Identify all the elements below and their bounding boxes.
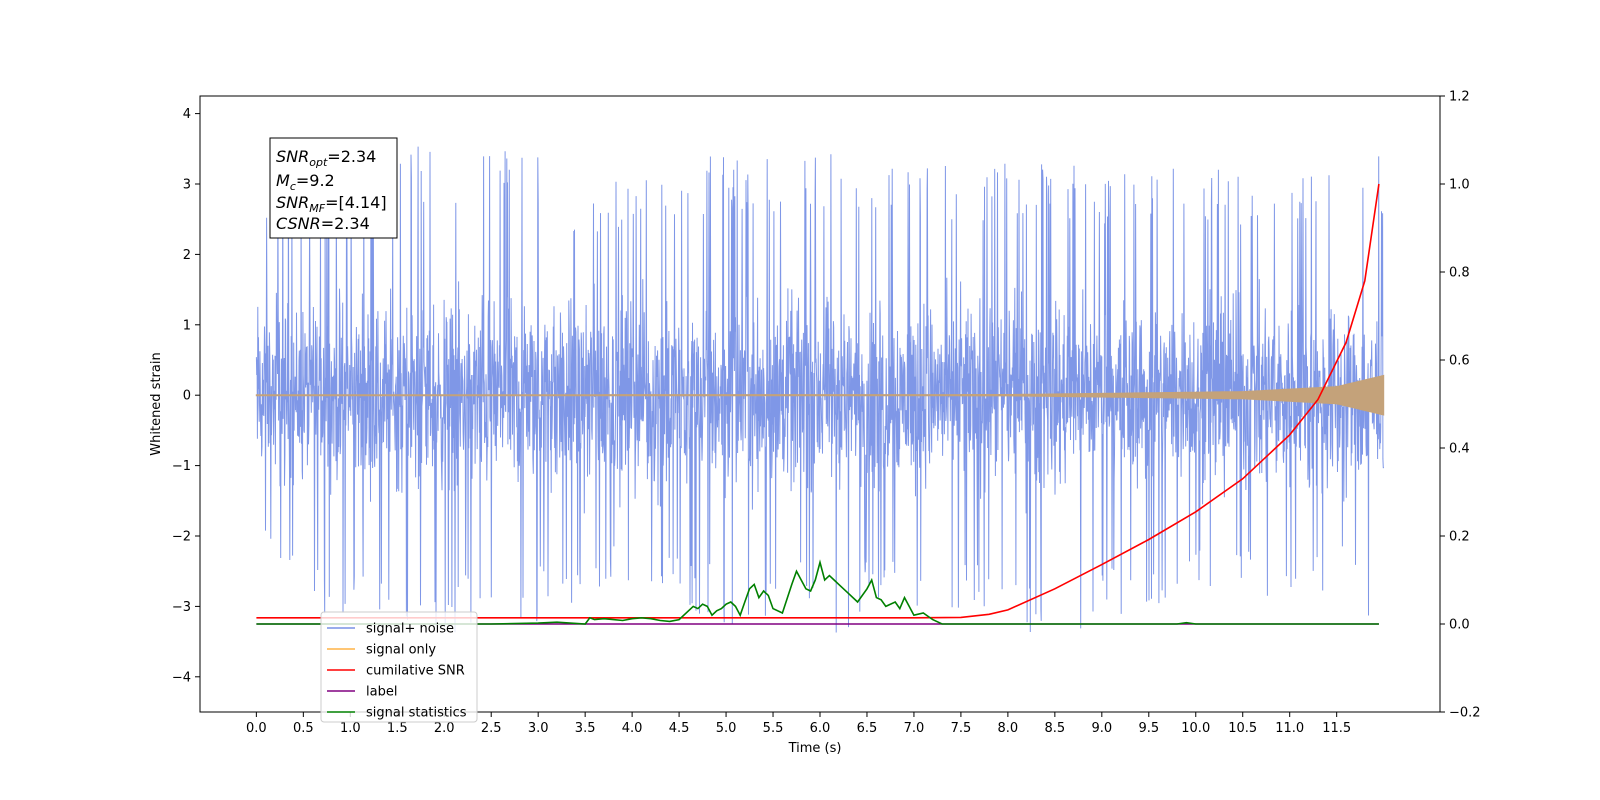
y-tick-label: 3 [183,178,191,193]
y-tick-label: 4 [183,107,191,122]
x-tick-label: 3.5 [575,721,596,736]
x-axis: 0.0 0.5 1.0 1.5 2.0 2.5 3.0 3.5 4.0 4.5 5.0 5.5 6.0 6… [246,712,1351,736]
x-tick-label: 5.5 [763,721,784,736]
series-signal-statistics-line [256,559,1379,625]
legend: signal+ noise signal only cumilative SNR la… [320,611,478,723]
y-tick-label: −1 [172,459,191,474]
y2-tick-label: 0.0 [1449,618,1470,633]
y-tick-label: 2 [183,248,191,263]
x-tick-label: 5.0 [716,721,737,736]
x-tick-label: 0.5 [293,721,314,736]
annotation-snr-opt: SNRopt=2.34 [276,147,376,169]
y-axis-right: 1.2 1.0 0.8 0.6 0.4 0.2 0.0 −0.2 [1440,90,1481,721]
x-tick-label: 2.5 [481,721,502,736]
x-tick-label: 8.0 [998,721,1019,736]
x-tick-label: 3.0 [528,721,549,736]
y-tick-label: −4 [172,670,191,685]
x-tick-label: 11.5 [1322,721,1351,736]
y-axis-left: 4 3 2 1 0 −1 −2 −3 −4 [172,107,200,685]
y2-tick-label: 0.6 [1449,354,1470,369]
x-tick-label: 1.0 [340,721,361,736]
legend-frame [320,611,478,723]
y-axis-label: Whitened strain [149,352,164,455]
x-tick-label: 9.5 [1138,721,1159,736]
x-tick-label: 8.5 [1045,721,1066,736]
annotation-box: SNRopt=2.34 Mc=9.2 SNRMF=[4.14] CSNR=2.3… [269,137,398,239]
x-tick-label: 4.5 [669,721,690,736]
x-tick-label: 6.5 [857,721,878,736]
annotation-chirp-mass: Mc=9.2 [276,171,335,193]
legend-entry-label: signal+ noise [366,622,454,637]
legend-entry-label: label [366,685,397,700]
legend-entry-label: signal only [366,643,436,658]
x-tick-label: 2.0 [434,721,455,736]
y2-tick-label: −0.2 [1449,706,1481,721]
y2-tick-label: 0.8 [1449,266,1470,281]
y2-tick-label: 1.0 [1449,178,1470,193]
series-cumulative-snr-line [256,183,1380,619]
x-tick-label: 9.0 [1091,721,1112,736]
legend-entry-label: signal statistics [366,706,467,721]
x-tick-label: 0.0 [246,721,267,736]
x-axis-label: Time (s) [788,741,842,756]
series-signal-noise-line [255,146,1385,633]
x-tick-label: 1.5 [387,721,408,736]
y2-tick-label: 0.4 [1449,442,1470,457]
x-tick-label: 11.0 [1275,721,1304,736]
y2-tick-label: 0.2 [1449,530,1470,545]
x-tick-label: 6.0 [810,721,831,736]
x-tick-label: 10.5 [1228,721,1257,736]
y-tick-label: 1 [183,318,191,333]
x-tick-label: 4.0 [622,721,643,736]
x-tick-label: 7.0 [904,721,925,736]
annotation-csnr: CSNR=2.34 [276,214,370,233]
x-tick-label: 10.0 [1181,721,1210,736]
y2-tick-label: 1.2 [1449,90,1470,105]
legend-entry-label: cumilative SNR [366,664,465,679]
annotation-snr-mf: SNRMF=[4.14] [276,193,387,215]
y-tick-label: −2 [172,530,191,545]
y-tick-label: 0 [183,389,191,404]
series-signal-only-line [255,374,1385,416]
x-tick-label: 7.5 [951,721,972,736]
y-tick-label: −3 [172,600,191,615]
